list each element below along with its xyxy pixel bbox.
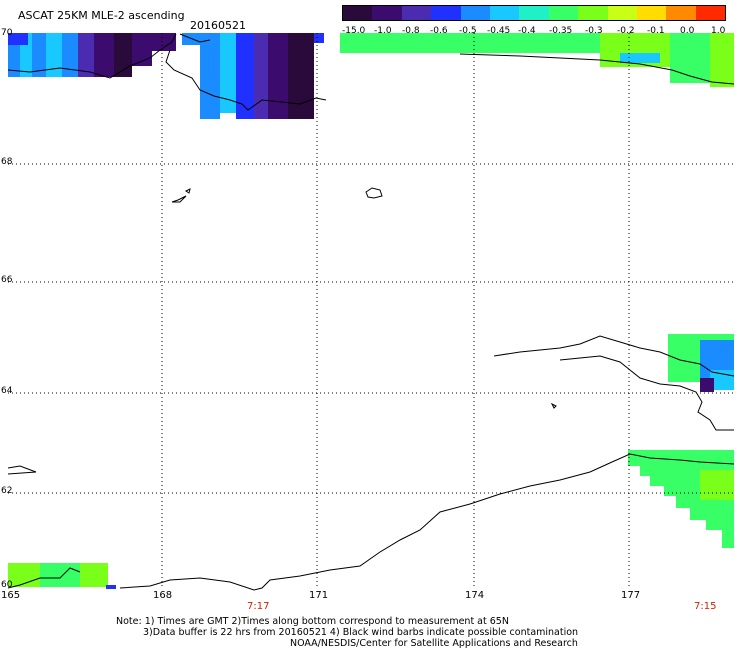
- data-patch-top-right: [340, 33, 734, 87]
- colorbar-label: -0.35: [549, 26, 573, 36]
- colorbar-swatch: [695, 6, 726, 20]
- colorbar-swatch: [343, 6, 373, 20]
- colorbar-swatch: [519, 6, 549, 20]
- lat-label: 60: [1, 580, 13, 590]
- time-label: 7:15: [694, 601, 717, 612]
- coastline: [7, 33, 735, 591]
- colorbar-label: 0.0: [680, 26, 695, 36]
- data-patch-right-middle: [668, 334, 734, 392]
- colorbar-label: -1.0: [374, 26, 392, 36]
- colorbar-label: -0.1: [647, 26, 665, 36]
- colorbar-swatch: [578, 6, 608, 20]
- data-patch-top-left: [8, 33, 176, 77]
- colorbar-label: 1.0: [711, 26, 726, 36]
- lon-label: 174: [465, 590, 485, 601]
- lon-label: 165: [1, 590, 21, 601]
- colorbar-label: -0.4: [518, 26, 536, 36]
- lat-label: 70: [1, 28, 13, 38]
- lon-label: 168: [153, 590, 173, 601]
- lon-label: 171: [309, 590, 329, 601]
- colorbar-swatch: [636, 6, 667, 20]
- note-line-1: Note: 1) Times are GMT 2)Times along bot…: [116, 616, 509, 627]
- colorbar-label: -0.3: [585, 26, 603, 36]
- lat-label: 68: [1, 157, 13, 167]
- colorbar-label: -0.2: [617, 26, 635, 36]
- colorbar: [342, 5, 726, 21]
- colorbar-label: -0.5: [459, 26, 477, 36]
- colorbar-label: -15.0: [342, 26, 366, 36]
- colorbar-swatch: [431, 6, 461, 20]
- lon-label: 177: [621, 590, 641, 601]
- data-patch-top-middle: [182, 33, 324, 119]
- lat-label: 66: [1, 275, 13, 285]
- colorbar-swatch: [401, 6, 432, 20]
- note-line-2: 3)Data buffer is 22 hrs from 20160521 4)…: [143, 627, 579, 638]
- data-patch-lower-right: [628, 450, 734, 548]
- colorbar-swatch: [460, 6, 490, 20]
- colorbar-swatch: [548, 6, 579, 20]
- colorbar-label: -0.45: [487, 26, 511, 36]
- colorbar-swatch: [489, 6, 520, 20]
- graticule: [8, 33, 734, 588]
- lat-label: 62: [1, 486, 13, 496]
- note-line-3: NOAA/NESDIS/Center for Satellite Applica…: [290, 638, 578, 649]
- map-date: 20160521: [190, 19, 246, 32]
- colorbar-swatch: [372, 6, 402, 20]
- colorbar-label: -0.8: [402, 26, 420, 36]
- colorbar-swatch: [666, 6, 696, 20]
- colorbar-swatch: [607, 6, 637, 20]
- colorbar-label: -0.6: [430, 26, 448, 36]
- time-label: 7:17: [247, 601, 270, 612]
- map-title: ASCAT 25KM MLE-2 ascending: [18, 9, 185, 22]
- lat-label: 64: [1, 386, 13, 396]
